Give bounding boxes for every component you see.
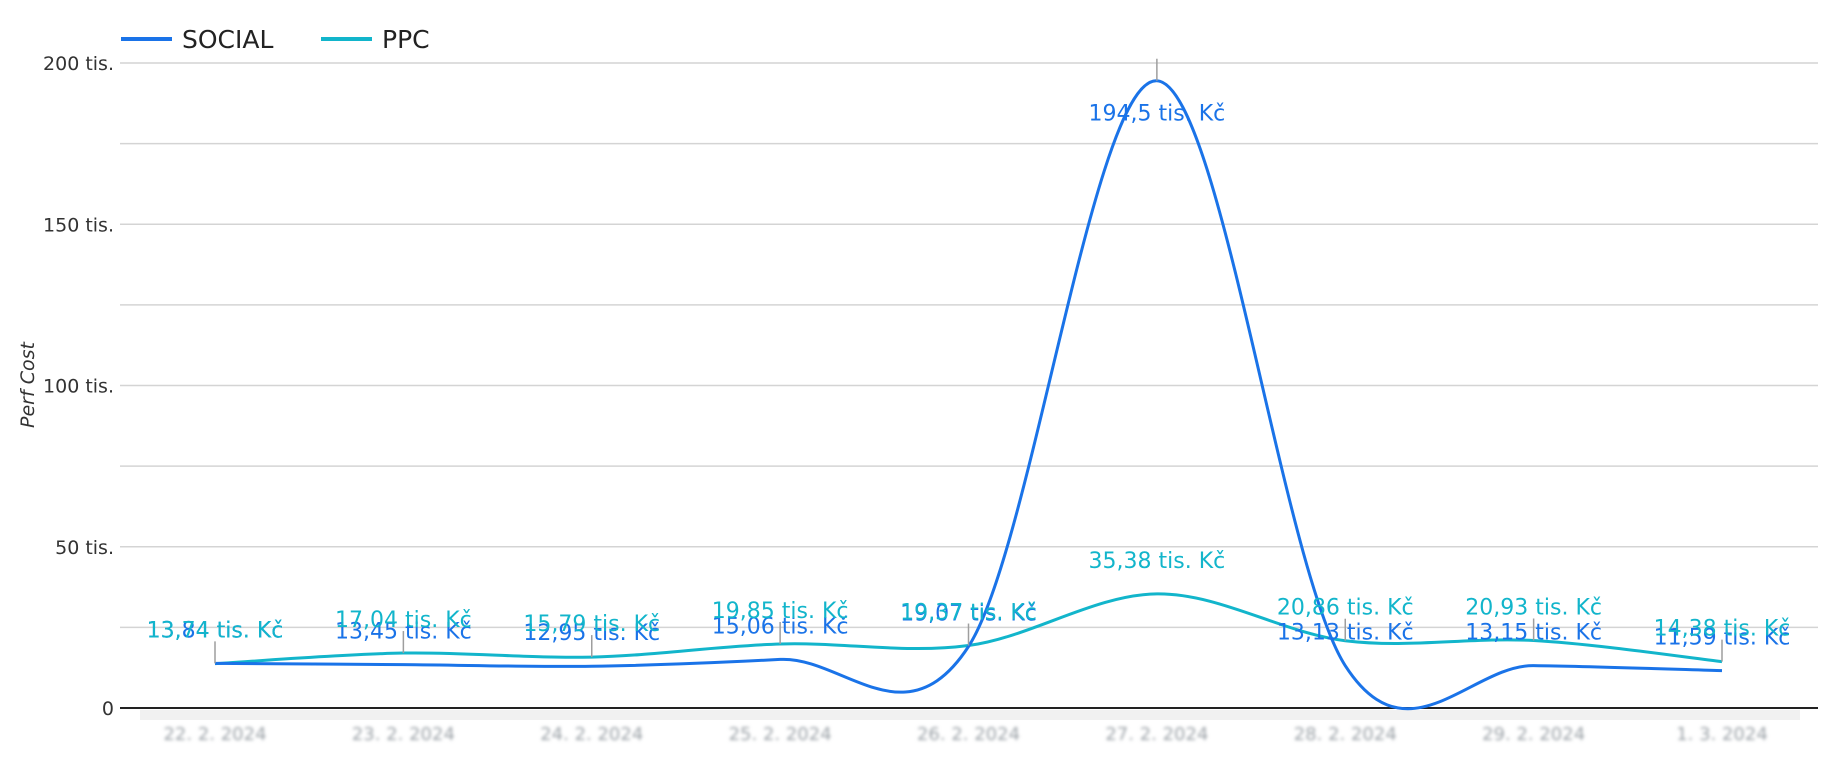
series-line-social[interactable] xyxy=(214,79,1723,711)
data-label-ppc: 35,38 tis. Kč xyxy=(1089,549,1226,574)
x-tick-label: 22. 2. 2024 xyxy=(163,724,266,745)
data-label-ppc: 19,85 tis. Kč xyxy=(712,599,849,624)
data-label-social: 13,13 tis. Kč xyxy=(1277,621,1414,646)
y-tick-label: 150 tis. xyxy=(43,214,114,236)
data-label-social: 15,06 tis. Kč xyxy=(712,614,849,639)
x-tick-label: 24. 2. 2024 xyxy=(540,724,643,745)
legend-label: PPC xyxy=(382,25,430,54)
data-label-ppc: 19,37 tis. Kč xyxy=(900,601,1037,626)
legend[interactable]: SOCIAL PPC xyxy=(121,25,430,54)
legend-label: SOCIAL xyxy=(182,25,273,54)
data-label-ppc: 20,86 tis. Kč xyxy=(1277,596,1414,621)
x-tick-label: 1. 3. 2024 xyxy=(1676,724,1768,745)
data-label-ppc: 14,38 tis. Kč xyxy=(1654,617,1791,642)
x-tick-label: 25. 2. 2024 xyxy=(729,724,832,745)
data-label-social: 11,59 tis. Kč xyxy=(1654,626,1791,651)
y-tick-label: 50 tis. xyxy=(55,537,114,559)
legend-item-ppc[interactable]: PPC xyxy=(321,25,430,54)
data-label-social: 194,5 tis. Kč xyxy=(1089,102,1226,127)
data-label-ppc: 15,79 tis. Kč xyxy=(523,612,660,637)
x-tick-label: 27. 2. 2024 xyxy=(1105,724,1208,745)
data-label-ppc: 17,04 tis. Kč xyxy=(335,608,472,633)
y-tick-label: 200 tis. xyxy=(43,53,114,75)
axes: 0 50 tis. 100 tis. 150 tis. 200 tis. 22. 2. 2… xyxy=(17,53,1818,745)
x-tick-label: 26. 2. 2024 xyxy=(917,724,1020,745)
y-tick-label: 0 xyxy=(102,698,114,720)
data-label-social: 19,07 tis. Kč xyxy=(900,601,1037,626)
y-axis-title: Perf Cost xyxy=(17,340,39,427)
data-label-ppc: 20,93 tis. Kč xyxy=(1465,596,1602,621)
data-label-social: 13,15 tis. Kč xyxy=(1465,621,1602,646)
x-tick-label: 28. 2. 2024 xyxy=(1294,724,1397,745)
data-label-social: 12,95 tis. Kč xyxy=(523,621,660,646)
x-axis-band xyxy=(140,710,1800,720)
x-tick-label: 23. 2. 2024 xyxy=(352,724,455,745)
data-label-social: 13,45 tis. Kč xyxy=(335,620,472,645)
gridlines xyxy=(120,62,1818,629)
legend-item-social[interactable]: SOCIAL xyxy=(121,25,273,54)
data-labels: 13,84 tis. Kč 13,45 tis. Kč 12,95 tis. Kč 1… xyxy=(147,58,1791,664)
y-tick-label: 100 tis. xyxy=(43,376,114,398)
data-label-social: 13,84 tis. Kč xyxy=(147,618,284,643)
x-tick-label: 29. 2. 2024 xyxy=(1482,724,1585,745)
data-label-ppc: 13,74 tis. Kč xyxy=(147,619,284,644)
